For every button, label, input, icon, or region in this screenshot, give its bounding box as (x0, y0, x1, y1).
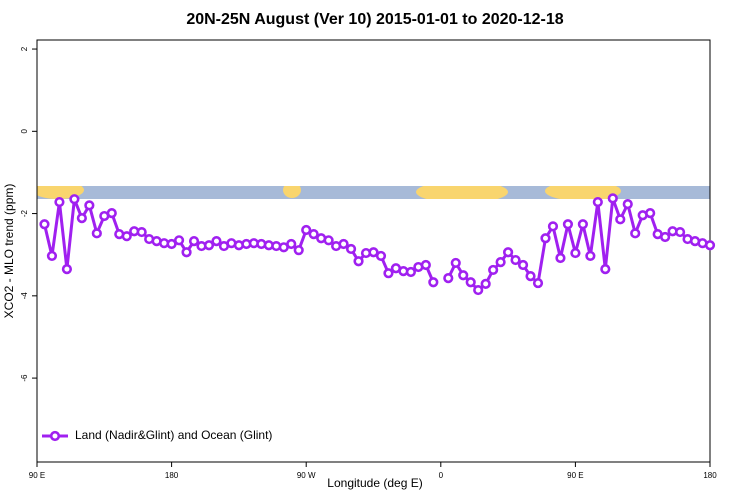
data-point (345, 243, 357, 255)
data-point (540, 233, 551, 244)
x-tick-label: 90 E (29, 471, 45, 480)
data-point (173, 235, 185, 246)
x-tick-label: 180 (165, 471, 179, 480)
data-point (630, 228, 641, 239)
data-point (495, 257, 506, 268)
plot-frame (36, 39, 711, 463)
y-tick-label: 2 (20, 46, 29, 51)
x-tick-label: 90 W (297, 471, 316, 480)
data-point (136, 226, 147, 238)
data-point (517, 259, 529, 271)
data-point (570, 247, 581, 259)
data-point (405, 266, 416, 278)
data-point (121, 231, 132, 242)
data-point (704, 240, 716, 251)
data-point (211, 236, 222, 247)
x-tick-label: 90 E (567, 471, 583, 480)
data-point (69, 194, 80, 205)
data-point (91, 228, 102, 239)
data-point (525, 270, 536, 282)
x-tick-label: 180 (703, 471, 717, 480)
map-strip (37, 186, 710, 199)
data-point (54, 196, 65, 208)
data-point (443, 273, 454, 284)
data-point (375, 250, 387, 262)
x-tick-label: 0 (439, 471, 444, 480)
data-point (368, 247, 379, 258)
data-point (286, 238, 297, 250)
data-point (480, 278, 491, 290)
legend: Land (Nadir&Glint) and Ocean (Glint) (42, 428, 272, 442)
data-point (503, 247, 514, 258)
data-point (510, 254, 521, 266)
data-point (488, 264, 499, 276)
data-point (532, 277, 544, 289)
data-point (592, 196, 603, 208)
data-point (76, 212, 87, 224)
data-point (562, 219, 574, 230)
data-point (293, 245, 304, 256)
data-point (458, 270, 469, 281)
legend-marker (49, 430, 61, 442)
data-point (308, 229, 319, 240)
data-point (645, 208, 656, 219)
data-point (61, 263, 73, 275)
data-point (450, 257, 461, 269)
data-point (577, 219, 588, 230)
data-point (338, 238, 349, 250)
data-point (660, 231, 671, 243)
data-point (547, 221, 559, 232)
y-tick-label: -6 (20, 374, 29, 382)
data-point (84, 200, 95, 211)
data-point (203, 240, 215, 251)
x-axis-label: Longitude (deg E) (327, 476, 422, 490)
chart-title: 20N-25N August (Ver 10) 2015-01-01 to 20… (186, 11, 563, 28)
data-point (39, 219, 50, 230)
data-point (622, 199, 633, 210)
data-point (585, 250, 596, 262)
data-point (383, 268, 394, 279)
data-point (600, 263, 611, 275)
data-point (323, 235, 334, 246)
data-point (420, 259, 431, 271)
data-point (428, 277, 439, 288)
data-point (181, 247, 192, 258)
data-point (465, 277, 476, 288)
data-point (473, 284, 484, 296)
data-point (301, 224, 312, 236)
legend-label: Land (Nadir&Glint) and Ocean (Glint) (75, 428, 272, 442)
data-point (607, 193, 618, 204)
y-axis-label: XCO2 - MLO trend (ppm) (2, 184, 16, 319)
y-tick-label: -4 (20, 292, 29, 300)
series-line (446, 196, 711, 292)
data-point (353, 256, 364, 267)
data-point (674, 226, 686, 238)
data-point (166, 238, 177, 250)
data-point (615, 214, 626, 225)
data-point (46, 250, 58, 262)
data-point (106, 208, 117, 219)
data-point (555, 252, 566, 264)
y-tick-label: -2 (20, 209, 29, 217)
data-point (188, 236, 200, 247)
y-tick-label: 0 (20, 129, 29, 134)
